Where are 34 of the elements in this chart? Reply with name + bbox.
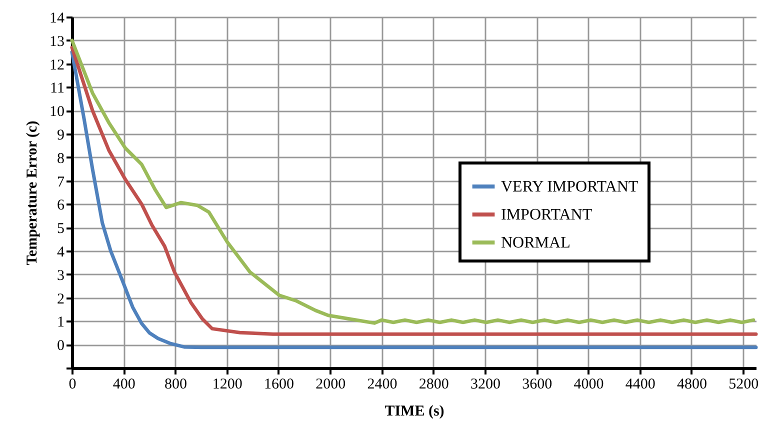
legend-label: VERY IMPORTANT [501,178,638,196]
x-tick-label: 2400 [367,376,398,392]
x-tick-label: 1600 [264,376,294,392]
y-axis-title: Temperature Error (c) [24,120,40,266]
y-tick-label: 3 [57,268,64,284]
x-tick-label: 3200 [470,376,500,392]
y-tick-label: 5 [57,221,64,238]
legend-label: IMPORTANT [501,206,592,224]
y-tick-label: 4 [57,244,65,260]
x-tick-label: 2800 [418,376,449,392]
x-tick-label: 4800 [676,376,707,392]
y-tick-label: 14 [50,10,65,26]
x-tick-label: 800 [164,376,187,392]
y-tick-label: 13 [50,34,64,50]
x-tick-label: 3600 [522,376,552,392]
x-tick-label: 1200 [212,376,242,392]
x-tick-label: 0 [68,376,76,392]
y-tick-label: 8 [57,150,64,167]
y-tick-label: 0 [57,338,64,354]
y-tick-label: 12 [50,57,64,74]
y-tick-label: 7 [57,174,65,190]
y-tick-label: 1 [57,314,64,331]
y-tick-label: 9 [57,128,64,144]
x-tick-label: 4400 [625,376,656,392]
y-tick-label: 10 [50,104,64,120]
y-tick-label: 2 [57,291,64,308]
x-tick-label: 2000 [316,376,346,392]
x-axis-title: TIME (s) [384,404,444,420]
legend-label: NORMAL [501,234,570,252]
x-tick-label: 400 [112,376,136,392]
x-tick-label: 5200 [728,376,759,392]
x-tick-label: 4000 [574,376,604,392]
y-tick-label: 6 [57,198,65,214]
y-tick-label: 11 [50,80,64,97]
